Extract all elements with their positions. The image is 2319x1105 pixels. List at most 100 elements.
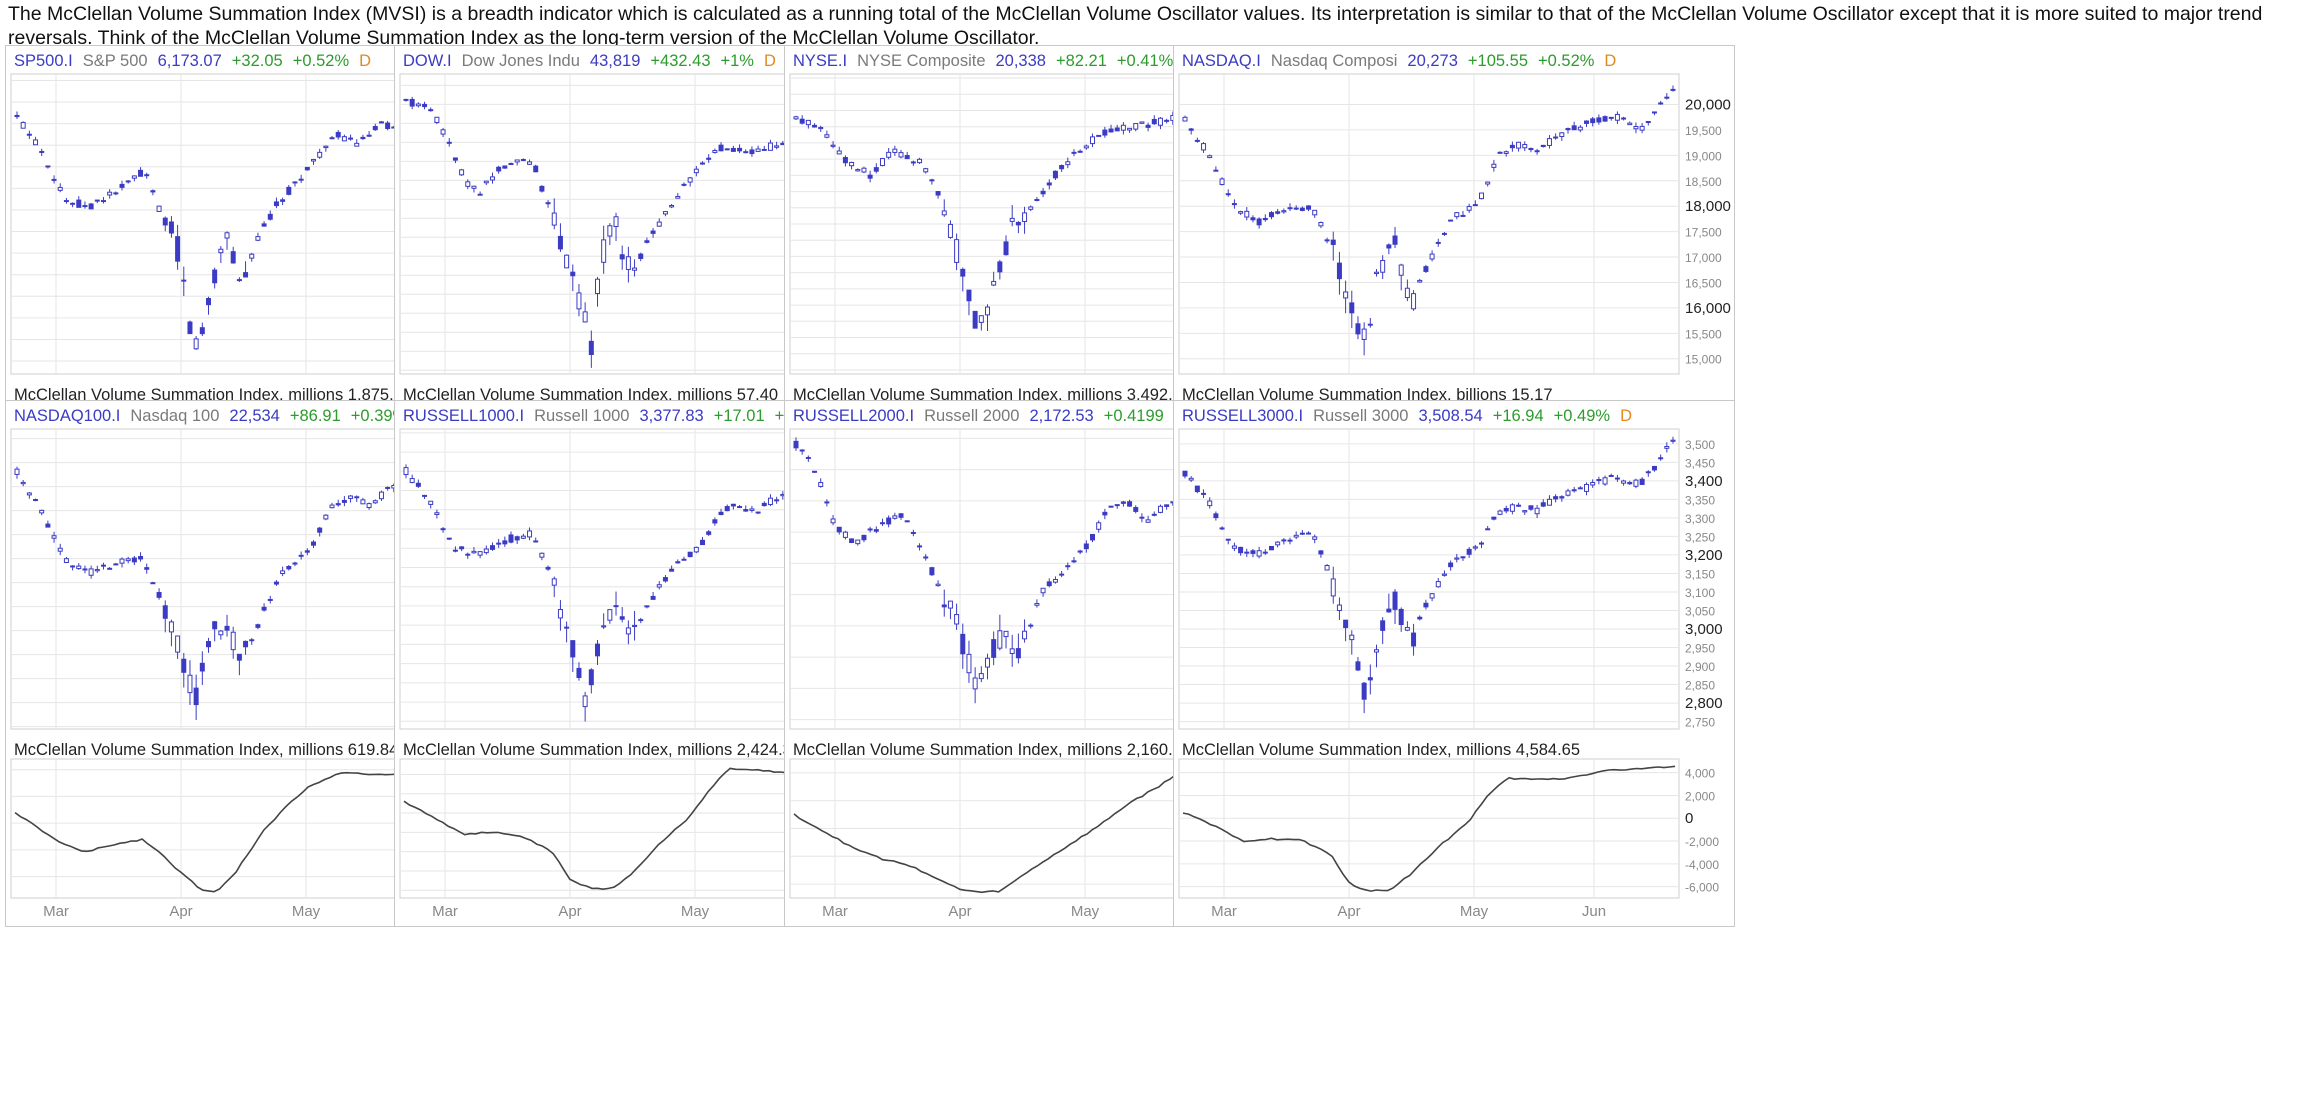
candle xyxy=(1602,115,1608,122)
price-tick-label: 3,300 xyxy=(1685,512,1715,526)
candle xyxy=(471,185,477,193)
last-price: 6,173.07 xyxy=(157,52,222,70)
ticker-symbol-link[interactable]: RUSSELL3000.I xyxy=(1182,407,1304,425)
candle xyxy=(1238,546,1244,556)
candle xyxy=(1151,115,1157,125)
x-tick-label-apr: Apr xyxy=(948,903,971,920)
candle xyxy=(619,606,625,623)
ticker-symbol-link[interactable]: NYSE.I xyxy=(793,52,848,70)
candle xyxy=(63,197,69,204)
ticker-symbol-link[interactable]: RUSSELL2000.I xyxy=(793,407,915,425)
candle xyxy=(255,623,261,630)
candle xyxy=(366,131,372,137)
candle xyxy=(576,284,582,317)
candle xyxy=(1602,475,1608,486)
candle xyxy=(1324,564,1330,571)
candle xyxy=(824,130,830,139)
candle xyxy=(446,138,452,147)
candle xyxy=(1349,630,1355,655)
candle xyxy=(348,494,354,503)
candle xyxy=(51,175,57,184)
candle xyxy=(304,166,310,171)
candle xyxy=(341,496,347,507)
candle xyxy=(502,165,508,169)
candle xyxy=(941,589,947,617)
candle xyxy=(1003,235,1009,256)
candle xyxy=(1225,189,1231,197)
last-price: 3,377.83 xyxy=(639,407,704,425)
ticker-symbol-link[interactable]: DOW.I xyxy=(403,52,452,70)
candle xyxy=(360,497,366,505)
candle xyxy=(1009,205,1015,227)
candle xyxy=(14,111,20,119)
candle xyxy=(904,151,910,160)
price-tick-label: 16,500 xyxy=(1685,276,1722,290)
candle xyxy=(767,139,773,151)
candle xyxy=(218,246,224,264)
candle xyxy=(1071,556,1077,564)
candle xyxy=(292,561,298,567)
ticker-symbol-link[interactable]: NASDAQ100.I xyxy=(14,407,121,425)
candle xyxy=(1429,593,1435,602)
candle xyxy=(601,225,607,274)
candle xyxy=(1287,203,1293,212)
candle xyxy=(570,640,576,673)
candle xyxy=(1627,480,1633,485)
price-tick-label: 2,900 xyxy=(1685,660,1715,674)
candle xyxy=(150,189,156,196)
candle xyxy=(917,157,923,164)
candle xyxy=(712,517,718,526)
candle xyxy=(1275,541,1281,548)
candle xyxy=(929,178,935,185)
indicator-tick-label: 4,000 xyxy=(1685,767,1715,781)
candle xyxy=(545,200,551,208)
candle xyxy=(879,518,885,527)
candle xyxy=(1034,599,1040,608)
candle xyxy=(1262,214,1268,222)
candle xyxy=(1503,505,1509,514)
period-indicator[interactable]: D xyxy=(359,52,372,70)
candle xyxy=(1157,116,1163,130)
candle xyxy=(428,500,434,509)
candle xyxy=(533,164,539,173)
indicator-title: McClellan Volume Summation Index, millio… xyxy=(403,386,779,404)
candle xyxy=(1404,279,1410,302)
candle xyxy=(1262,549,1268,555)
percent-change: +0.49% xyxy=(1553,407,1611,425)
candle xyxy=(898,149,904,159)
ticker-symbol-link[interactable]: SP500.I xyxy=(14,52,73,70)
index-name: Russell 2000 xyxy=(924,407,1020,425)
candle xyxy=(1584,120,1590,128)
candle xyxy=(94,565,100,573)
indicator-value: 4,584.65 xyxy=(1511,741,1581,759)
candle xyxy=(991,271,997,287)
candle xyxy=(1003,630,1009,649)
candle xyxy=(1225,538,1231,545)
candle xyxy=(656,218,662,227)
period-indicator[interactable]: D xyxy=(1620,407,1632,425)
candle xyxy=(1244,207,1250,221)
description-text: The McClellan Volume Summation Index (MV… xyxy=(8,3,2263,49)
indicator-title: McClellan Volume Summation Index, millio… xyxy=(1182,741,1581,759)
candle xyxy=(298,551,304,560)
candle xyxy=(1281,208,1287,214)
period-indicator[interactable]: D xyxy=(1604,52,1617,70)
chart-header: DOW.I Dow Jones Indu 43,819 +432.43 +1% D xyxy=(403,52,786,71)
candle xyxy=(997,614,1003,651)
candle xyxy=(1040,187,1046,198)
candle xyxy=(1392,226,1398,249)
ticker-symbol-link[interactable]: RUSSELL1000.I xyxy=(403,407,525,425)
candle xyxy=(749,146,755,157)
candle xyxy=(632,610,638,641)
price-tick-label: 19,500 xyxy=(1685,124,1722,138)
price-change: +17.01 xyxy=(713,407,765,425)
candle xyxy=(39,509,45,516)
price-tick-label: 3,200 xyxy=(1685,547,1723,564)
candle xyxy=(687,176,693,187)
ticker-symbol-link[interactable]: NASDAQ.I xyxy=(1182,52,1261,70)
candle xyxy=(1330,231,1336,261)
candle xyxy=(1145,122,1151,132)
period-indicator[interactable]: D xyxy=(763,52,776,70)
candle xyxy=(199,651,205,685)
